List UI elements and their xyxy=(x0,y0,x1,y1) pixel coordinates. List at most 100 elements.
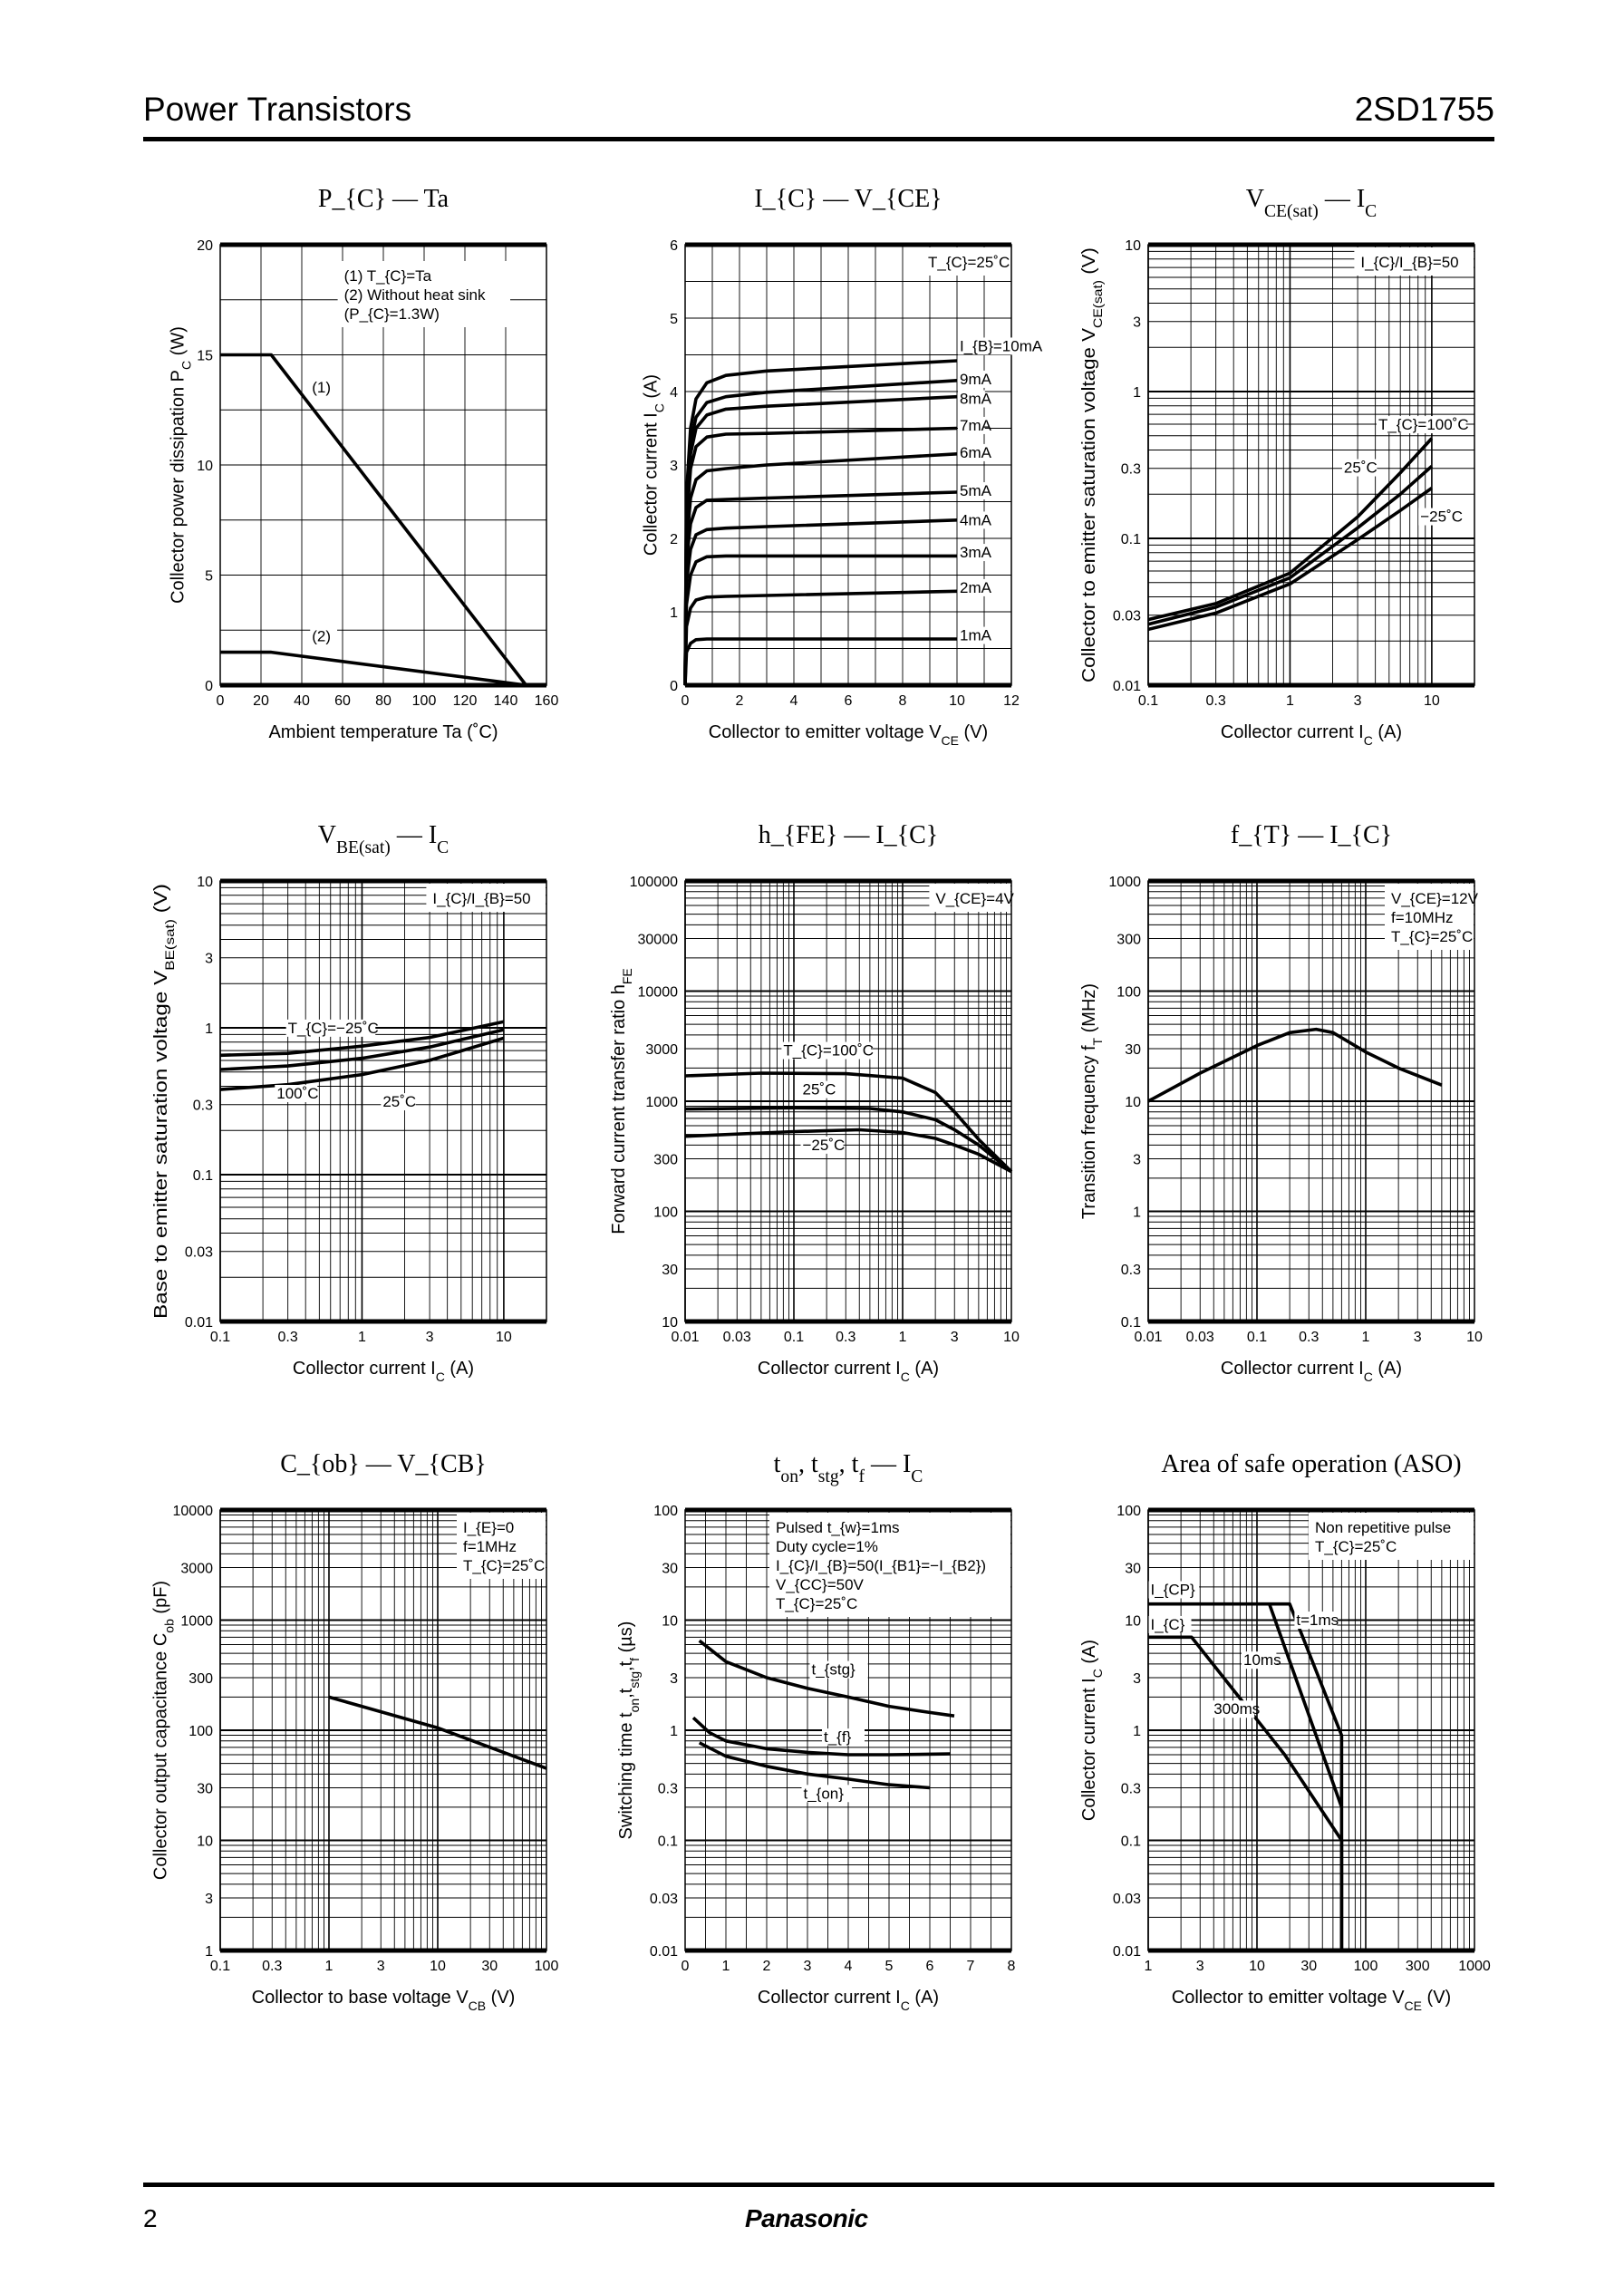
x-tick-label: 0.3 xyxy=(278,1330,298,1345)
curve-label: 2mA xyxy=(960,579,992,596)
legend-line: V_{CE}=12V xyxy=(1391,890,1479,907)
y-tick-label: 3000 xyxy=(645,1042,678,1058)
y-tick-label: 0.3 xyxy=(1121,1782,1141,1797)
annotation-bg xyxy=(958,511,985,529)
annotation-bg xyxy=(275,1085,318,1103)
series-line-1 xyxy=(698,1639,955,1718)
curve-label: 25˚C xyxy=(1344,460,1378,477)
x-tick-label: 0.3 xyxy=(262,1959,282,1974)
curve-label: 4mA xyxy=(960,511,992,528)
annotation-bg xyxy=(809,1660,868,1679)
x-tick-label: 0.1 xyxy=(1138,693,1158,709)
x-tick-label: 12 xyxy=(1003,693,1020,709)
annotation-bg xyxy=(800,1136,844,1154)
curve-label: −25˚C xyxy=(1420,508,1463,526)
legend-box xyxy=(1385,884,1474,950)
x-tick-label: 1 xyxy=(358,1330,366,1345)
x-tick-label: 10 xyxy=(1249,1959,1265,1974)
x-tick-label: 10 xyxy=(430,1959,446,1974)
chart-6: V_{CE}=12V f=10MHz T_{C}=25˚C 0.01 0.03 0.1 0.… xyxy=(1079,821,1483,1384)
x-tick-label: 3 xyxy=(1196,1959,1204,1974)
curve-label: I_{CP} xyxy=(1151,1582,1195,1599)
x-tick-label: 8 xyxy=(1008,1959,1016,1974)
curve-label: 6mA xyxy=(960,444,992,461)
y-tick-label: 1 xyxy=(1133,1205,1141,1221)
x-tick-label: 0.1 xyxy=(210,1330,230,1345)
y-tick-label: 20 xyxy=(197,238,213,254)
chart-3: I_{C}/I_{B}=50 T_{C}=100˚C 25˚C −25˚C 0.1 0.3… xyxy=(1079,185,1475,748)
chart-5: V_{CE}=4V T_{C}=100˚C 25˚C −25˚C 0.01 0.03 0.1… xyxy=(609,821,1020,1384)
y-tick-label: 1 xyxy=(670,605,678,621)
annotation-bg xyxy=(958,337,1039,355)
y-tick-label: 1 xyxy=(205,1021,213,1037)
grid xyxy=(684,244,1012,686)
chart-title: VCE(sat) — IC xyxy=(1246,185,1378,221)
series-line-3 xyxy=(1148,1635,1344,1950)
annotation-bg xyxy=(800,1080,836,1099)
chart-4: I_{C}/I_{B}=50 T_{C}=−25˚C 100˚C 25˚C 0.1 0.3… xyxy=(151,821,547,1384)
legend-box xyxy=(426,884,546,912)
chart-title: Area of safe operation (ASO) xyxy=(1161,1450,1461,1478)
series-line-3 xyxy=(698,1741,931,1790)
chart-title: f_{T} — I_{C} xyxy=(1231,821,1392,849)
x-tick-label: 1 xyxy=(1362,1330,1370,1345)
x-tick-label: 3 xyxy=(804,1959,812,1974)
y-axis-label: Switching time ton,tstg,tf (µs) xyxy=(616,1621,642,1840)
legend-box xyxy=(337,261,510,327)
part-number: 2SD1755 xyxy=(1354,91,1494,128)
series-line-3 xyxy=(684,1128,1012,1174)
annotation-bg xyxy=(958,390,985,408)
annotation-bg xyxy=(1242,1651,1277,1670)
curve-label: 25˚C xyxy=(803,1081,836,1099)
y-tick-label: 5 xyxy=(205,569,213,585)
curve-label: 3mA xyxy=(960,544,992,561)
x-tick-label: 8 xyxy=(899,693,907,709)
x-tick-label: 0.1 xyxy=(1247,1330,1267,1345)
curve-label: I_{B}=10mA xyxy=(960,337,1043,354)
y-tick-label: 3 xyxy=(670,1671,678,1687)
annotation-bg xyxy=(958,578,985,596)
y-tick-label: 3000 xyxy=(180,1562,213,1577)
y-tick-label: 10 xyxy=(662,1315,678,1331)
x-tick-label: 120 xyxy=(453,693,478,709)
x-axis-label: Ambient temperature Ta (˚C) xyxy=(268,722,498,742)
annotation-bg xyxy=(958,626,985,644)
curve-label: 8mA xyxy=(960,391,992,408)
curve-label: 25˚C xyxy=(382,1093,416,1110)
y-tick-label: 300 xyxy=(1116,933,1141,948)
header-rule xyxy=(143,137,1494,141)
chart-title: I_{C} — V_{CE} xyxy=(754,185,942,213)
x-tick-label: 140 xyxy=(494,693,518,709)
y-tick-label: 3 xyxy=(205,952,213,967)
x-tick-label: 30 xyxy=(1300,1959,1317,1974)
annotation-bg xyxy=(1294,1612,1338,1630)
x-tick-label: 7 xyxy=(967,1959,975,1974)
y-tick-label: 1000 xyxy=(645,1095,678,1110)
x-axis-label: Collector current IC (A) xyxy=(1221,722,1402,748)
x-axis-label: Collector current IC (A) xyxy=(758,1988,939,2013)
legend-line: (1) T_{C}=Ta xyxy=(344,267,432,285)
y-tick-label: 10000 xyxy=(638,985,679,1001)
y-tick-label: 30000 xyxy=(638,933,679,948)
legend: I_{C}/I_{B}=50 xyxy=(1354,247,1474,276)
x-tick-label: 0 xyxy=(217,693,225,709)
legend-line: (2) Without heat sink xyxy=(344,286,486,304)
x-tick-label: 160 xyxy=(535,693,559,709)
legend: Pulsed t_{w}=1ms Duty cycle=1% I_{C}/I_{B}… xyxy=(769,1513,1010,1617)
series-line-1 xyxy=(1147,1027,1443,1103)
x-tick-label: 0.1 xyxy=(784,1330,804,1345)
curve-label: t_{on} xyxy=(804,1785,845,1802)
x-tick-label: 10 xyxy=(496,1330,512,1345)
y-tick-label: 3 xyxy=(1133,315,1141,331)
y-tick-label: 0.01 xyxy=(1113,1944,1141,1960)
annotation-bg xyxy=(1148,1581,1200,1599)
x-tick-label: 2 xyxy=(736,693,744,709)
x-tick-label: 0.03 xyxy=(1186,1330,1214,1345)
annotation-bg xyxy=(285,1019,376,1037)
x-tick-label: 10 xyxy=(1003,1330,1020,1345)
grid xyxy=(1147,1510,1474,1951)
legend-line: Pulsed t_{w}=1ms xyxy=(776,1519,900,1536)
x-tick-label: 6 xyxy=(926,1959,934,1974)
legend-line: T_{C}=25˚C xyxy=(1391,928,1473,945)
x-tick-label: 1 xyxy=(1145,1959,1153,1974)
